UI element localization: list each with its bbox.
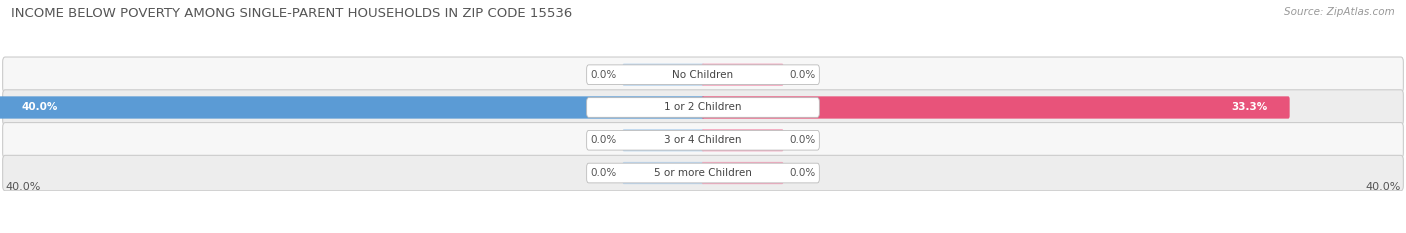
- Text: 0.0%: 0.0%: [789, 70, 815, 80]
- Text: Source: ZipAtlas.com: Source: ZipAtlas.com: [1284, 7, 1395, 17]
- Text: 33.3%: 33.3%: [1230, 103, 1267, 113]
- Text: 0.0%: 0.0%: [591, 135, 617, 145]
- FancyBboxPatch shape: [0, 96, 704, 119]
- Text: 3 or 4 Children: 3 or 4 Children: [664, 135, 742, 145]
- Text: No Children: No Children: [672, 70, 734, 80]
- Text: 1 or 2 Children: 1 or 2 Children: [664, 103, 742, 113]
- FancyBboxPatch shape: [702, 64, 783, 86]
- FancyBboxPatch shape: [702, 162, 783, 184]
- FancyBboxPatch shape: [702, 129, 783, 151]
- FancyBboxPatch shape: [623, 129, 704, 151]
- Text: 5 or more Children: 5 or more Children: [654, 168, 752, 178]
- FancyBboxPatch shape: [586, 130, 820, 150]
- FancyBboxPatch shape: [586, 163, 820, 183]
- Text: 0.0%: 0.0%: [591, 168, 617, 178]
- FancyBboxPatch shape: [3, 57, 1403, 93]
- Text: 40.0%: 40.0%: [6, 182, 41, 192]
- FancyBboxPatch shape: [3, 123, 1403, 158]
- FancyBboxPatch shape: [702, 96, 1289, 119]
- FancyBboxPatch shape: [623, 64, 704, 86]
- FancyBboxPatch shape: [3, 90, 1403, 125]
- FancyBboxPatch shape: [586, 65, 820, 85]
- FancyBboxPatch shape: [623, 162, 704, 184]
- Text: INCOME BELOW POVERTY AMONG SINGLE-PARENT HOUSEHOLDS IN ZIP CODE 15536: INCOME BELOW POVERTY AMONG SINGLE-PARENT…: [11, 7, 572, 20]
- FancyBboxPatch shape: [586, 98, 820, 117]
- Text: 40.0%: 40.0%: [21, 103, 58, 113]
- Text: 40.0%: 40.0%: [1365, 182, 1400, 192]
- FancyBboxPatch shape: [3, 155, 1403, 191]
- Text: 0.0%: 0.0%: [789, 168, 815, 178]
- Text: 0.0%: 0.0%: [789, 135, 815, 145]
- Text: 0.0%: 0.0%: [591, 70, 617, 80]
